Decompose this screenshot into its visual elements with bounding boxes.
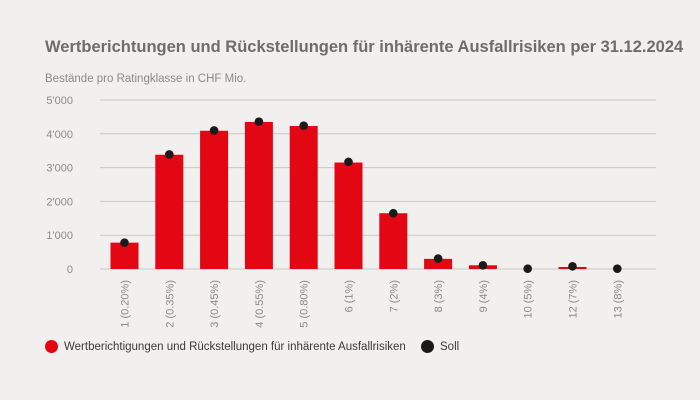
bar [155, 154, 184, 269]
x-tick-label: 3 (0.45%) [209, 280, 221, 328]
x-tick-label: 8 (3%) [433, 280, 445, 312]
legend-label-soll: Soll [440, 340, 460, 353]
soll-point [613, 264, 622, 273]
x-tick-label: 1 (0.20%) [120, 280, 132, 328]
chart-subtitle: Bestände pro Ratingklasse in CHF Mio. [45, 73, 247, 85]
legend-swatch-soll [421, 340, 434, 353]
y-axis-ticks: 0 1'000 2'000 3'000 4'000 5'000 [46, 95, 73, 276]
soll-point [523, 264, 532, 273]
y-tick-label: 0 [67, 264, 73, 276]
y-tick-label: 2'000 [46, 196, 73, 208]
y-tick-label: 1'000 [46, 230, 73, 242]
x-axis-ticks: 1 (0.20%) 2 (0.35%) 3 (0.45%) 4 (0.55%) 5 (0… [120, 280, 625, 328]
soll-point [165, 150, 174, 159]
soll-point [478, 260, 488, 270]
legend-item-bar: Wertberichtigungen und Rückstellungen fü… [45, 340, 406, 353]
x-tick-label: 5 (0.80%) [299, 280, 311, 328]
x-tick-label: 9 (4%) [478, 280, 490, 312]
chart-title: Wertberichtungen und Rückstellungen für … [45, 38, 684, 56]
y-tick-label: 5'000 [46, 95, 73, 107]
bar [110, 242, 139, 269]
soll-point [120, 238, 129, 247]
soll-point [344, 157, 353, 167]
soll-point [433, 254, 443, 263]
legend-swatch-bar [45, 340, 58, 353]
grid-lines [100, 99, 656, 270]
soll-points [120, 117, 622, 273]
y-tick-label: 4'000 [46, 129, 73, 141]
x-tick-label: 2 (0.35%) [164, 280, 176, 328]
legend-item-soll: Soll [421, 340, 459, 353]
x-tick-label: 6 (1%) [344, 280, 356, 312]
soll-point [254, 117, 264, 126]
bar [379, 213, 408, 269]
soll-point [389, 208, 398, 218]
x-tick-label: 12 (7%) [568, 280, 580, 319]
soll-point [568, 261, 577, 271]
bar [244, 121, 273, 269]
bar [334, 162, 363, 269]
y-tick-label: 3'000 [46, 163, 73, 175]
bar [424, 258, 453, 269]
x-tick-label: 10 (5%) [523, 280, 535, 319]
x-tick-label: 4 (0.55%) [254, 280, 266, 328]
bars [110, 121, 587, 269]
legend: Wertberichtigungen und Rückstellungen fü… [45, 340, 665, 360]
bar [289, 126, 318, 269]
soll-point [299, 121, 309, 130]
x-tick-label: 13 (8%) [612, 280, 624, 319]
soll-point [209, 126, 219, 135]
bar [200, 130, 229, 269]
legend-label-bar: Wertberichtigungen und Rückstellungen fü… [64, 340, 406, 353]
x-tick-label: 7 (2%) [388, 280, 400, 312]
